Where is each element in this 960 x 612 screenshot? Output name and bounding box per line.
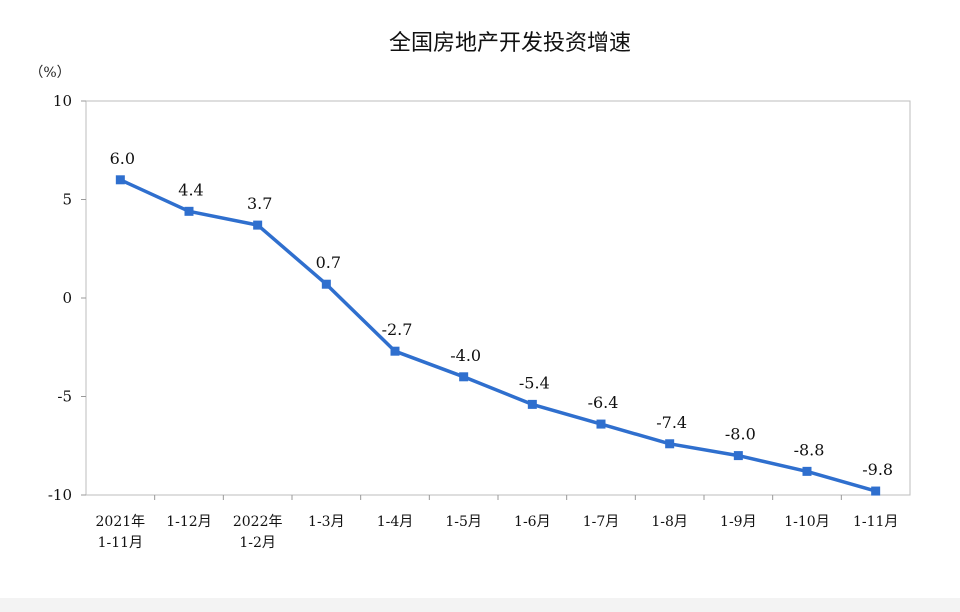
data-label: -8.8 bbox=[794, 440, 825, 459]
data-label: 0.7 bbox=[316, 253, 341, 272]
x-tick-label: 2021年 bbox=[96, 514, 146, 530]
x-tick-label: 1-10月 bbox=[784, 514, 829, 530]
plot-area-frame bbox=[85, 100, 911, 496]
x-tick-label: 1-8月 bbox=[651, 514, 688, 530]
y-tick-label: -5 bbox=[57, 388, 72, 406]
data-point-marker bbox=[253, 220, 263, 230]
y-tick-label: -10 bbox=[48, 486, 72, 504]
y-tick-label: 10 bbox=[53, 92, 72, 110]
data-points bbox=[115, 175, 881, 496]
x-tick-label: 1-12月 bbox=[166, 514, 211, 530]
data-point-marker bbox=[459, 372, 469, 382]
y-axis-ticks: 10 5 0 -5 -10 bbox=[48, 92, 86, 504]
x-tick-label: 1-4月 bbox=[377, 514, 414, 530]
data-label: -8.0 bbox=[725, 425, 756, 444]
data-point-marker bbox=[802, 466, 812, 476]
x-axis: 2021年 1-11月 1-12月 2022年 1-2月 1-3月 1-4月 1-5月 1-6月… bbox=[96, 495, 898, 551]
data-label: 3.7 bbox=[247, 194, 272, 213]
data-labels: 6.0 4.4 3.7 0.7 -2.7 -4.0 -5.4 -6.4 -7.4 -8.0 -8.8… bbox=[110, 149, 893, 479]
data-point-marker bbox=[184, 206, 194, 216]
data-point-marker bbox=[665, 439, 675, 449]
series-line-group bbox=[119, 178, 877, 493]
data-point-marker bbox=[321, 279, 331, 289]
data-label: 6.0 bbox=[110, 149, 135, 168]
x-tick-label: 1-3月 bbox=[308, 514, 345, 530]
data-label: -4.0 bbox=[450, 346, 481, 365]
data-label: -9.8 bbox=[862, 460, 893, 479]
bottom-scroll-strip bbox=[0, 598, 960, 612]
x-tick-label: 1-7月 bbox=[583, 514, 620, 530]
y-tick-label: 0 bbox=[62, 289, 72, 307]
data-point-marker bbox=[596, 419, 606, 429]
series-line bbox=[119, 178, 877, 493]
x-tick-label: 1-11月 bbox=[853, 514, 898, 530]
y-tick-label: 5 bbox=[62, 191, 72, 209]
y-axis-unit: （%） bbox=[29, 65, 70, 81]
x-tick-label: 1-9月 bbox=[720, 514, 757, 530]
x-tick-label: 2022年 bbox=[233, 514, 283, 530]
data-label: -2.7 bbox=[382, 320, 413, 339]
x-tick-label: 1-2月 bbox=[239, 535, 276, 551]
chart-title: 全国房地产开发投资增速 bbox=[389, 31, 631, 56]
data-label: -7.4 bbox=[656, 413, 687, 432]
x-tick-label: 1-6月 bbox=[514, 514, 551, 530]
data-point-marker bbox=[527, 399, 537, 409]
data-label: -6.4 bbox=[588, 393, 619, 412]
data-label: 4.4 bbox=[178, 180, 203, 199]
x-tick-label: 1-5月 bbox=[445, 514, 482, 530]
data-point-marker bbox=[871, 486, 881, 496]
data-point-marker bbox=[733, 451, 743, 461]
data-point-marker bbox=[115, 175, 125, 185]
x-tick-label: 1-11月 bbox=[98, 535, 143, 551]
data-label: -5.4 bbox=[519, 373, 550, 392]
data-point-marker bbox=[390, 346, 400, 356]
